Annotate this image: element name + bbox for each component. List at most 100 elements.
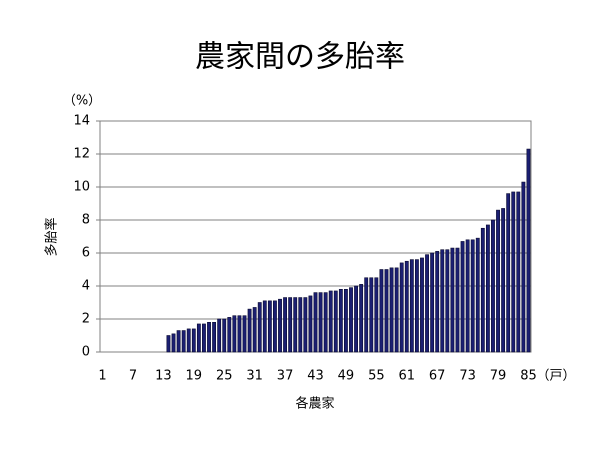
bar bbox=[354, 285, 358, 353]
x-tick-label: 73 bbox=[459, 369, 476, 384]
bar bbox=[511, 191, 516, 353]
y-tick-label: 4 bbox=[82, 279, 90, 294]
bar bbox=[328, 290, 333, 353]
x-tick-label: 19 bbox=[186, 369, 203, 384]
bar bbox=[425, 254, 429, 353]
bar bbox=[176, 330, 181, 353]
bar bbox=[283, 297, 287, 353]
bar bbox=[465, 239, 470, 353]
bar bbox=[323, 292, 328, 353]
x-tick-label: 1 bbox=[98, 369, 106, 384]
bar bbox=[181, 330, 186, 353]
bar bbox=[369, 277, 374, 353]
bar bbox=[450, 247, 455, 353]
x-tick-label: 79 bbox=[490, 369, 507, 384]
y-tick-label: 14 bbox=[73, 114, 90, 129]
bar bbox=[521, 181, 526, 353]
bar bbox=[217, 318, 222, 353]
x-tick-label: 7 bbox=[129, 369, 137, 384]
bar bbox=[379, 269, 384, 353]
bar bbox=[349, 287, 353, 353]
bar bbox=[374, 277, 379, 353]
x-tick-label: 55 bbox=[368, 369, 385, 384]
x-tick-label: 31 bbox=[246, 369, 263, 384]
bar bbox=[506, 193, 511, 353]
bar bbox=[460, 241, 465, 353]
x-tick-label: 25 bbox=[216, 369, 233, 384]
bar bbox=[313, 292, 318, 353]
y-tick-label: 10 bbox=[73, 180, 90, 195]
y-tick-label: 12 bbox=[73, 147, 90, 162]
bar bbox=[333, 290, 338, 353]
bar bbox=[394, 267, 399, 353]
bar bbox=[207, 321, 211, 353]
bar bbox=[232, 315, 237, 353]
x-tick-label: 13 bbox=[155, 369, 172, 384]
bar bbox=[212, 321, 217, 353]
bar bbox=[191, 328, 196, 353]
chart-title: 農家間の多胎率 bbox=[195, 40, 405, 75]
bar bbox=[186, 328, 191, 353]
bar bbox=[480, 227, 485, 353]
bar bbox=[338, 288, 343, 353]
bar bbox=[526, 148, 531, 353]
bar bbox=[288, 297, 293, 353]
x-tick-label: 43 bbox=[307, 369, 324, 384]
x-tick-label: 67 bbox=[429, 369, 446, 384]
bar bbox=[435, 251, 440, 353]
bar bbox=[404, 260, 409, 353]
bar bbox=[470, 239, 475, 353]
bar bbox=[293, 297, 298, 353]
y-tick-label: 2 bbox=[82, 312, 90, 327]
bar bbox=[237, 315, 242, 353]
bar bbox=[247, 308, 252, 353]
bar bbox=[496, 209, 500, 353]
bar bbox=[278, 298, 282, 353]
bar bbox=[166, 335, 171, 353]
bar bbox=[491, 219, 495, 353]
bar bbox=[262, 300, 267, 353]
bar bbox=[409, 259, 414, 353]
bar bbox=[222, 318, 227, 353]
bar bbox=[384, 269, 389, 353]
bar bbox=[516, 191, 521, 353]
bar bbox=[242, 315, 247, 353]
y-tick-label: 0 bbox=[82, 345, 90, 360]
x-tick-label: 61 bbox=[398, 369, 415, 384]
y-unit: （%） bbox=[63, 94, 101, 109]
bar bbox=[501, 208, 506, 353]
bar bbox=[318, 292, 323, 353]
bar bbox=[420, 257, 424, 353]
bar bbox=[171, 333, 176, 353]
bar bbox=[440, 249, 445, 353]
y-tick-label: 8 bbox=[82, 213, 90, 228]
bar bbox=[303, 297, 308, 353]
bar bbox=[252, 307, 257, 353]
bar bbox=[485, 224, 490, 353]
y-axis-label: 多胎率 bbox=[44, 217, 60, 256]
bar bbox=[399, 262, 404, 353]
bar bbox=[455, 247, 460, 353]
bar bbox=[196, 323, 201, 353]
bar bbox=[414, 259, 419, 353]
x-tick-label: 37 bbox=[277, 369, 294, 384]
bar bbox=[344, 288, 348, 353]
bar bbox=[227, 317, 232, 353]
bar bbox=[430, 252, 435, 353]
bar bbox=[359, 284, 364, 353]
bar bbox=[267, 300, 272, 353]
bar bbox=[389, 267, 394, 353]
bar bbox=[364, 277, 369, 353]
x-tick-label: 49 bbox=[338, 369, 355, 384]
bar bbox=[202, 323, 206, 353]
y-tick-label: 6 bbox=[82, 246, 90, 261]
bar bbox=[475, 237, 480, 353]
x-unit: （戸） bbox=[536, 369, 575, 384]
x-axis-label: 各農家 bbox=[295, 396, 334, 412]
x-tick-label: 85 bbox=[520, 369, 537, 384]
bar bbox=[273, 300, 277, 353]
bar bbox=[445, 249, 450, 353]
bar bbox=[298, 297, 303, 353]
bar bbox=[308, 295, 313, 353]
